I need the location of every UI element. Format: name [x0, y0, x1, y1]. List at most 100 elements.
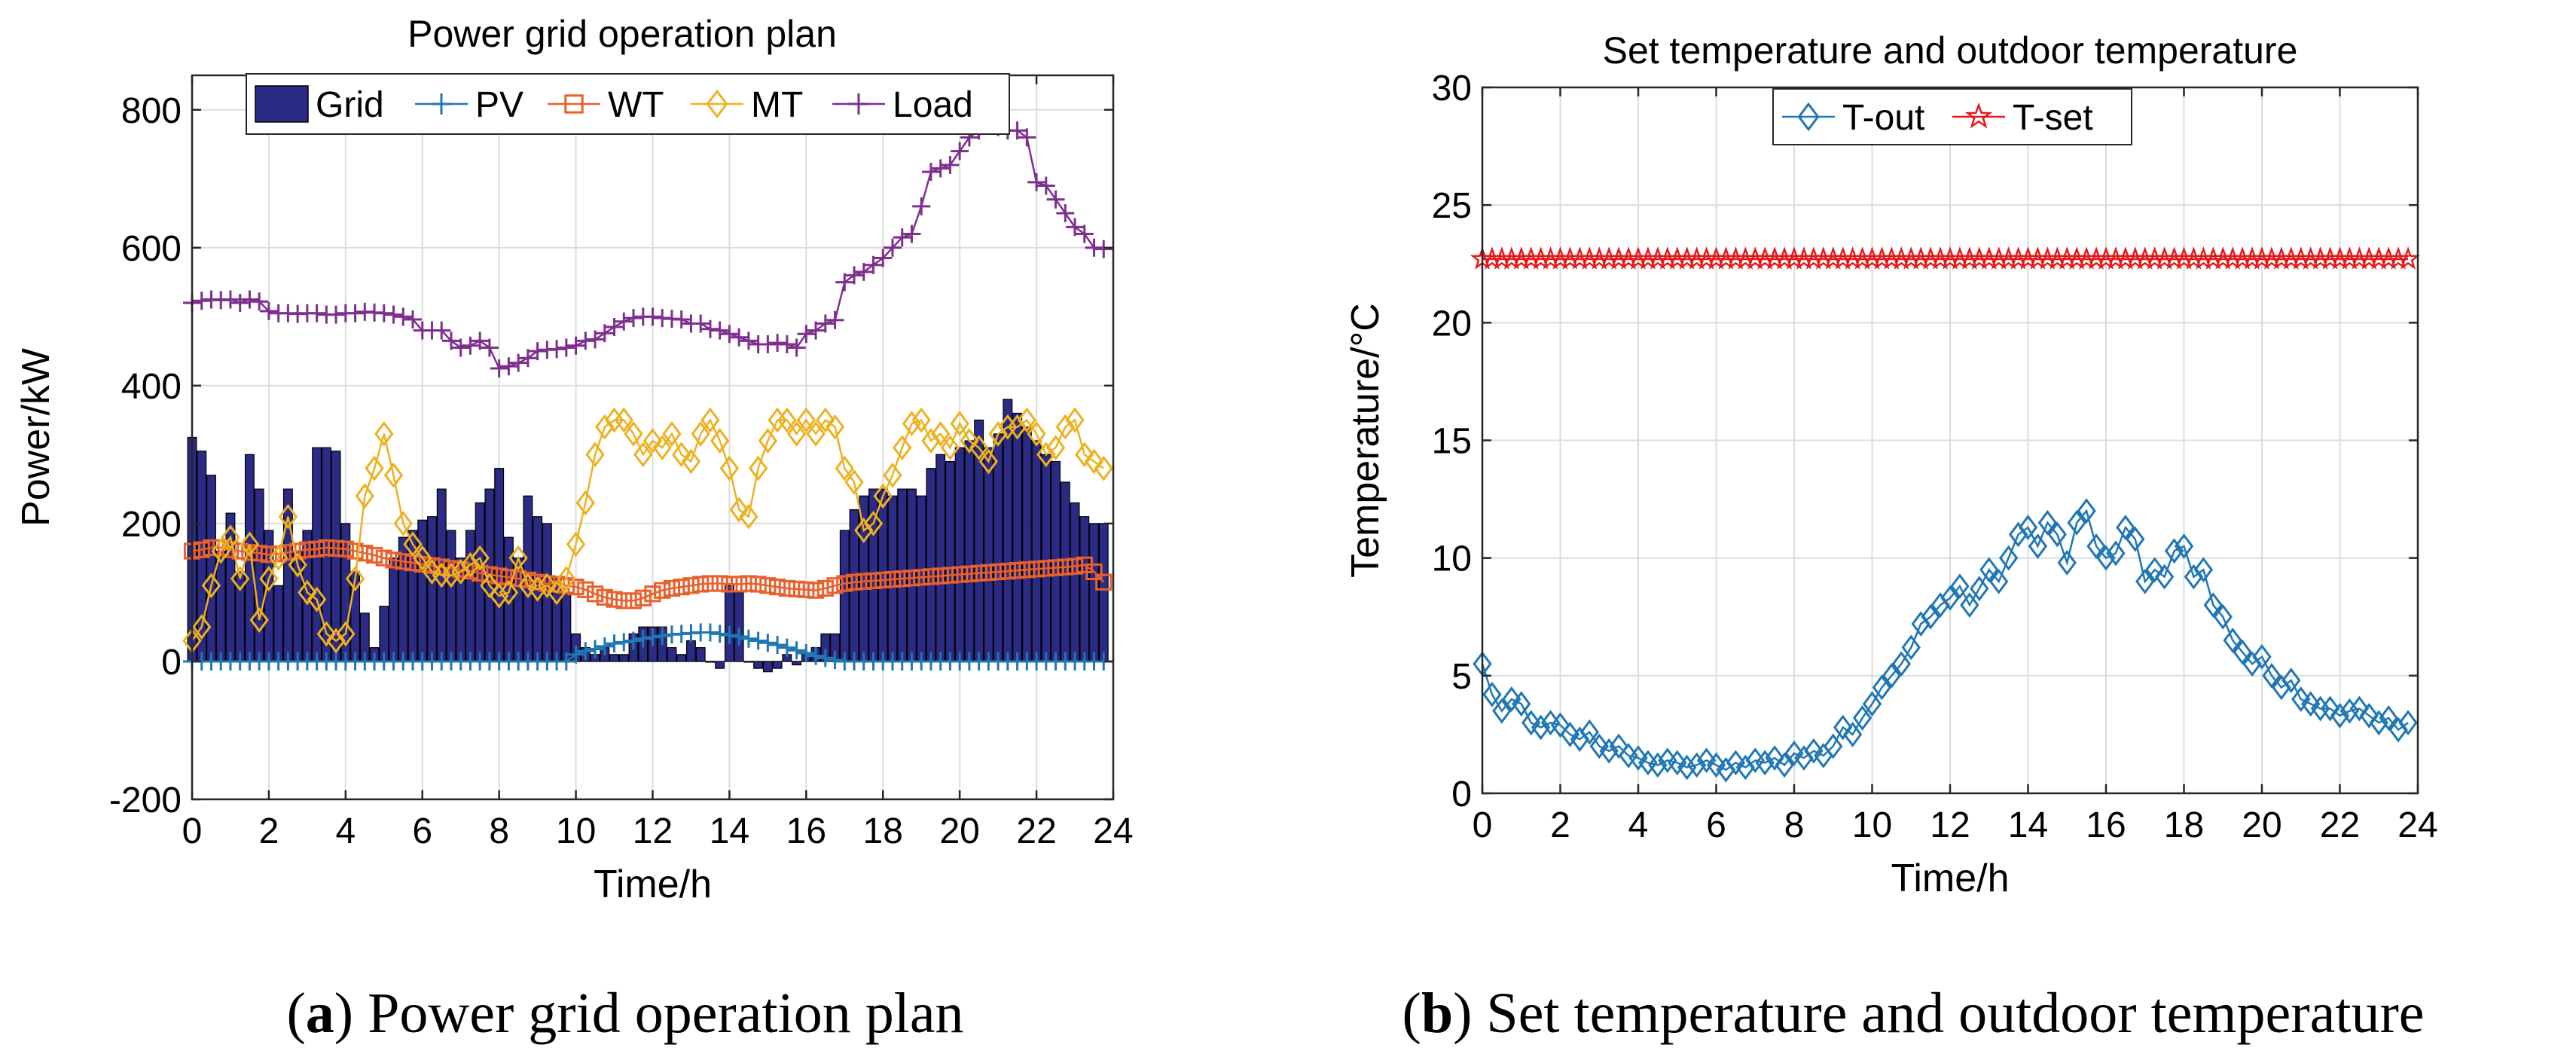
data-point	[950, 411, 969, 437]
series-line	[191, 418, 1105, 643]
data-point	[865, 572, 882, 589]
data-point	[816, 649, 835, 667]
bar	[935, 454, 946, 662]
data-point	[595, 637, 614, 655]
data-point	[249, 607, 269, 633]
data-point	[316, 621, 337, 647]
data-point	[1066, 218, 1085, 237]
data-point	[700, 407, 720, 433]
bar	[1021, 426, 1032, 662]
bar	[743, 661, 754, 663]
legend-item-mt: MT	[691, 85, 803, 125]
data-point	[710, 428, 730, 454]
data-point	[1901, 634, 1921, 661]
legend-item-t-out: T-out	[1782, 98, 1924, 138]
data-point	[547, 579, 566, 606]
data-point	[2077, 498, 2096, 524]
data-point	[912, 197, 931, 215]
data-point	[1872, 674, 1892, 701]
data-point	[2037, 509, 2058, 536]
data-point	[527, 576, 548, 602]
x-tick-label: 10	[1852, 805, 1892, 845]
data-point	[2349, 695, 2370, 722]
bar	[273, 585, 284, 662]
data-point	[913, 569, 930, 586]
data-point	[786, 421, 807, 447]
data-point	[960, 565, 978, 582]
data-point	[777, 334, 796, 353]
data-point	[1852, 705, 1872, 731]
data-point	[1882, 662, 1902, 689]
legend-marker	[564, 94, 584, 114]
data-point	[470, 545, 490, 571]
legend-swatch	[255, 85, 309, 123]
data-point	[1696, 747, 1717, 774]
data-point	[1833, 714, 1853, 741]
data-point	[652, 435, 672, 461]
data-point	[729, 496, 749, 523]
data-point	[673, 579, 690, 596]
data-point	[278, 503, 298, 530]
data-point	[500, 569, 517, 586]
data-point	[1502, 686, 1521, 712]
data-point	[700, 623, 719, 642]
data-point	[826, 651, 844, 670]
data-point	[1589, 733, 1609, 759]
data-point	[1628, 745, 1648, 771]
caption-b: (b) Set temperature and outdoor temperat…	[1402, 982, 2425, 1045]
data-point	[1970, 576, 1989, 602]
data-point	[557, 338, 575, 357]
data-point	[1950, 573, 1970, 600]
data-point	[2067, 509, 2086, 536]
data-point	[653, 627, 672, 646]
data-point	[2233, 639, 2252, 665]
bar	[695, 647, 706, 662]
bar	[724, 585, 734, 662]
y-tick-label: 0	[1451, 774, 1472, 814]
data-point	[749, 576, 767, 593]
data-point	[990, 563, 1007, 581]
series-t-out	[1473, 498, 2418, 783]
y-tick-label: 800	[121, 91, 182, 131]
data-point	[911, 407, 931, 433]
data-point	[719, 455, 740, 481]
data-point	[873, 483, 893, 509]
data-point	[643, 628, 662, 646]
data-point	[672, 310, 691, 328]
data-point	[1668, 750, 1687, 776]
bar	[676, 654, 687, 662]
data-point	[999, 562, 1016, 580]
data-point	[816, 407, 835, 433]
data-point	[883, 462, 902, 488]
data-point	[365, 455, 384, 481]
data-point	[2398, 710, 2418, 736]
data-point	[845, 266, 864, 285]
data-point	[615, 312, 633, 331]
data-point	[1521, 710, 1541, 736]
data-point	[893, 228, 911, 247]
bar	[964, 440, 975, 662]
data-point	[211, 538, 230, 564]
bar	[446, 530, 456, 662]
data-point	[2379, 705, 2398, 731]
data-point	[951, 142, 969, 160]
x-tick-label: 18	[2164, 805, 2204, 845]
data-point	[854, 262, 873, 281]
x-tick-label: 20	[939, 811, 979, 851]
x-tick-label: 2	[259, 811, 279, 851]
data-point	[614, 407, 633, 433]
data-point	[471, 331, 490, 350]
data-point	[1648, 752, 1668, 778]
y-axis-label: Power/kW	[14, 348, 58, 527]
x-tick-label: 8	[489, 811, 509, 851]
data-point	[931, 421, 951, 447]
data-point	[577, 581, 594, 598]
data-point	[606, 591, 623, 608]
data-point	[921, 163, 940, 182]
data-point	[2301, 691, 2321, 717]
legend-item-grid: Grid	[255, 85, 384, 125]
data-point	[375, 549, 392, 567]
data-point	[1550, 712, 1570, 738]
data-point	[730, 328, 749, 347]
